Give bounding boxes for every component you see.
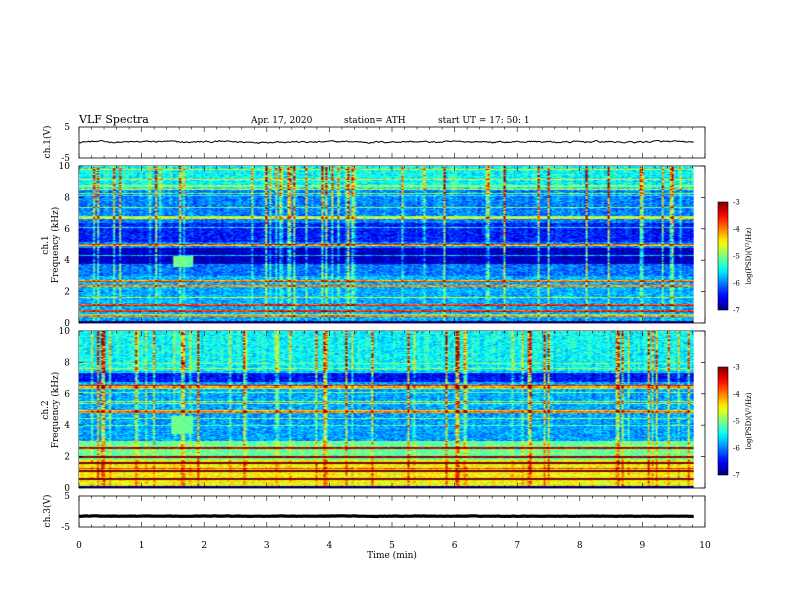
ch1-waveform-panel: 5 -5 ch.1(V) (42, 123, 706, 164)
ch1-spectrogram-ytick-label: 2 (64, 288, 70, 298)
ch1-waveform-trace (78, 139, 694, 144)
ch1-spectrogram-ytick-label: 4 (64, 256, 70, 266)
time-axis-tick-label: 3 (264, 541, 270, 551)
time-axis-tick-label: 2 (201, 541, 207, 551)
ch2-spectrogram-ylabel-line1: ch.2 (41, 400, 51, 419)
time-axis-tick-label: 0 (76, 541, 82, 551)
ch3-ytick-bottom: -5 (61, 523, 70, 533)
ch2-spectrogram-panel: 0 2 4 6 8 10 ch.2 Frequency (kHz) (41, 327, 706, 494)
ch2-spectrogram-ytick-label: 8 (64, 358, 70, 368)
figure-title: VLF Spectra (78, 113, 149, 126)
ch1-ytick-bottom: -5 (61, 154, 70, 164)
time-axis-tick-labels: 0 1 2 3 4 5 6 7 8 9 10 (76, 541, 711, 551)
ch2-colorbar-tick-label: -5 (733, 418, 740, 426)
ch1-colorbar-ticks: -3 -4 -5 -6 -7 (733, 199, 740, 315)
ch1-spectrogram-yticks: 0 2 4 6 8 10 (59, 162, 705, 329)
ch2-spectrogram-yticks: 0 2 4 6 8 10 (59, 327, 705, 494)
ch2-spectrogram-image (79, 331, 694, 488)
ch2-colorbar-tick-label: -6 (733, 445, 740, 453)
ch1-colorbar-tick-label: -7 (733, 307, 740, 315)
time-axis-tick-label: 8 (577, 541, 583, 551)
ch1-spectrogram-ytick-label: 10 (59, 162, 71, 172)
ch2-colorbar-tick-label: -3 (733, 364, 740, 372)
header-start-time: start UT = 17: 50: 1 (438, 116, 530, 126)
time-axis-ticks (78, 127, 706, 527)
time-axis-tick-label: 4 (327, 541, 333, 551)
time-axis-tick-label: 9 (640, 541, 646, 551)
time-axis-tick-label: 6 (452, 541, 458, 551)
ch1-spectrogram-ylabel-line1: ch.1 (41, 235, 51, 254)
ch1-ylabel: ch.1(V) (42, 126, 53, 159)
ch3-ytick-top: 5 (64, 492, 70, 502)
ch1-colorbar-tick-label: -3 (733, 199, 740, 207)
ch2-colorbar-ticks: -3 -4 -5 -6 -7 (733, 364, 740, 480)
time-axis-tick-label: 1 (139, 541, 145, 551)
ch2-spectrogram-ytick-label: 4 (64, 421, 70, 431)
ch1-colorbar-tick-label: -5 (733, 253, 740, 261)
ch2-spectrogram-ytick-label: 10 (59, 327, 71, 337)
time-axis-tick-label: 5 (389, 541, 395, 551)
ch1-colorbar-tick-label: -4 (733, 226, 740, 234)
time-axis-label: Time (min) (367, 550, 417, 561)
ch1-ytick-top: 5 (64, 123, 70, 133)
ch2-colorbar-tick-label: -4 (733, 391, 740, 399)
ch1-spectrogram-image (79, 166, 694, 323)
ch2-colorbar-tick-label: -7 (733, 472, 740, 480)
header-date: Apr. 17, 2020 (250, 116, 313, 126)
ch3-waveform-trace (78, 514, 694, 519)
time-axis-tick-label: 7 (514, 541, 520, 551)
ch2-colorbar: -3 -4 -5 -6 -7 log(PSD)(V²/Hz) (717, 364, 753, 480)
ch1-spectrogram-panel: 0 2 4 6 8 10 ch.1 Frequency (kHz) (41, 162, 706, 329)
ch1-spectrogram-ytick-label: 6 (64, 225, 70, 235)
ch2-colorbar-label: log(PSD)(V²/Hz) (745, 392, 753, 449)
ch1-spectrogram-ytick-label: 0 (64, 319, 70, 329)
ch2-spectrogram-ylabel-line2: Frequency (kHz) (50, 372, 61, 449)
ch2-spectrogram-ytick-label: 0 (64, 484, 70, 494)
ch1-colorbar-gradient (717, 201, 729, 311)
ch3-ylabel: ch.3(V) (42, 495, 53, 528)
ch1-colorbar-tick-label: -6 (733, 280, 740, 288)
ch2-colorbar-gradient (717, 366, 729, 476)
ch1-spectrogram-ylabel-line2: Frequency (kHz) (50, 207, 61, 284)
header-station: station= ATH (344, 116, 406, 126)
ch1-spectrogram-ytick-label: 8 (64, 193, 70, 203)
ch2-spectrogram-ytick-label: 2 (64, 453, 70, 463)
ch1-colorbar-label: log(PSD)(V²/Hz) (745, 227, 753, 284)
ch2-spectrogram-ytick-label: 6 (64, 390, 70, 400)
time-axis-tick-label: 10 (699, 541, 711, 551)
ch1-colorbar: -3 -4 -5 -6 -7 log(PSD)(V²/Hz) (717, 199, 753, 315)
